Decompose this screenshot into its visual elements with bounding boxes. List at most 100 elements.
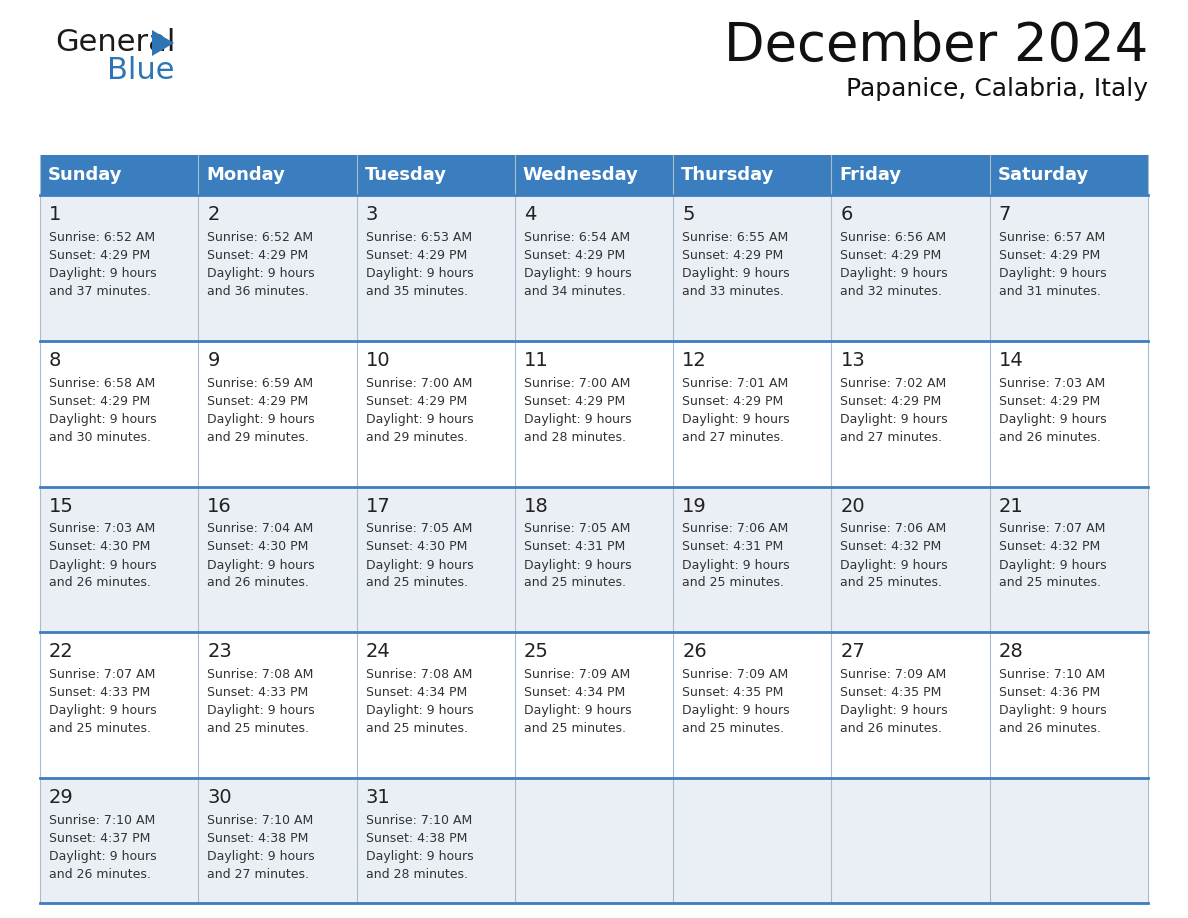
Text: and 30 minutes.: and 30 minutes. (49, 431, 151, 443)
Text: Daylight: 9 hours: Daylight: 9 hours (207, 850, 315, 863)
Text: 16: 16 (207, 497, 232, 516)
Text: Sunset: 4:33 PM: Sunset: 4:33 PM (49, 687, 150, 700)
Text: Daylight: 9 hours: Daylight: 9 hours (524, 267, 632, 280)
Text: Sunrise: 7:09 AM: Sunrise: 7:09 AM (840, 668, 947, 681)
Text: Sunrise: 7:06 AM: Sunrise: 7:06 AM (840, 522, 947, 535)
Text: Daylight: 9 hours: Daylight: 9 hours (999, 704, 1106, 717)
Text: 7: 7 (999, 205, 1011, 224)
Text: Sunset: 4:30 PM: Sunset: 4:30 PM (207, 541, 309, 554)
Text: and 28 minutes.: and 28 minutes. (366, 868, 468, 881)
Text: Sunset: 4:29 PM: Sunset: 4:29 PM (524, 249, 625, 262)
Text: and 25 minutes.: and 25 minutes. (207, 722, 309, 735)
Text: Sunset: 4:29 PM: Sunset: 4:29 PM (207, 249, 309, 262)
Text: Sunset: 4:29 PM: Sunset: 4:29 PM (999, 395, 1100, 408)
Text: Sunrise: 7:10 AM: Sunrise: 7:10 AM (207, 814, 314, 827)
Text: Sunrise: 7:06 AM: Sunrise: 7:06 AM (682, 522, 789, 535)
Text: 23: 23 (207, 643, 232, 661)
Text: and 25 minutes.: and 25 minutes. (366, 577, 468, 589)
Text: 6: 6 (840, 205, 853, 224)
Text: December 2024: December 2024 (723, 20, 1148, 72)
Polygon shape (152, 30, 173, 56)
Text: Daylight: 9 hours: Daylight: 9 hours (999, 558, 1106, 572)
Text: and 34 minutes.: and 34 minutes. (524, 285, 626, 298)
Text: 2: 2 (207, 205, 220, 224)
Text: Sunset: 4:31 PM: Sunset: 4:31 PM (682, 541, 783, 554)
Bar (40, 155, 1148, 195)
Text: Sunrise: 6:52 AM: Sunrise: 6:52 AM (49, 231, 156, 244)
Text: 9: 9 (207, 351, 220, 370)
Text: Daylight: 9 hours: Daylight: 9 hours (49, 558, 157, 572)
Text: Daylight: 9 hours: Daylight: 9 hours (207, 704, 315, 717)
Text: Sunset: 4:29 PM: Sunset: 4:29 PM (49, 249, 150, 262)
Text: Daylight: 9 hours: Daylight: 9 hours (682, 558, 790, 572)
Bar (40, 633, 1148, 778)
Text: 27: 27 (840, 643, 865, 661)
Text: Sunset: 4:37 PM: Sunset: 4:37 PM (49, 832, 151, 845)
Text: 15: 15 (49, 497, 74, 516)
Text: Sunrise: 6:53 AM: Sunrise: 6:53 AM (366, 231, 472, 244)
Text: and 35 minutes.: and 35 minutes. (366, 285, 468, 298)
Text: Daylight: 9 hours: Daylight: 9 hours (366, 704, 473, 717)
Text: Sunset: 4:31 PM: Sunset: 4:31 PM (524, 541, 625, 554)
Text: Daylight: 9 hours: Daylight: 9 hours (366, 267, 473, 280)
Text: Sunrise: 6:58 AM: Sunrise: 6:58 AM (49, 376, 156, 390)
Bar (40, 195, 1148, 341)
Text: Sunrise: 7:05 AM: Sunrise: 7:05 AM (524, 522, 630, 535)
Text: and 32 minutes.: and 32 minutes. (840, 285, 942, 298)
Text: Daylight: 9 hours: Daylight: 9 hours (49, 704, 157, 717)
Text: and 25 minutes.: and 25 minutes. (840, 577, 942, 589)
Text: Sunday: Sunday (48, 166, 122, 184)
Text: Blue: Blue (107, 56, 175, 85)
Text: 3: 3 (366, 205, 378, 224)
Text: Daylight: 9 hours: Daylight: 9 hours (207, 558, 315, 572)
Text: and 25 minutes.: and 25 minutes. (366, 722, 468, 735)
Text: Wednesday: Wednesday (523, 166, 639, 184)
Text: Sunrise: 7:05 AM: Sunrise: 7:05 AM (366, 522, 472, 535)
Text: and 26 minutes.: and 26 minutes. (49, 868, 151, 881)
Text: Daylight: 9 hours: Daylight: 9 hours (366, 850, 473, 863)
Text: Daylight: 9 hours: Daylight: 9 hours (49, 850, 157, 863)
Text: and 27 minutes.: and 27 minutes. (840, 431, 942, 443)
Text: and 25 minutes.: and 25 minutes. (682, 722, 784, 735)
Text: 20: 20 (840, 497, 865, 516)
Text: Daylight: 9 hours: Daylight: 9 hours (207, 267, 315, 280)
Text: General: General (55, 28, 176, 57)
Text: Thursday: Thursday (681, 166, 775, 184)
Text: 18: 18 (524, 497, 549, 516)
Text: 22: 22 (49, 643, 74, 661)
Bar (40, 341, 1148, 487)
Text: Sunset: 4:35 PM: Sunset: 4:35 PM (840, 687, 942, 700)
Text: and 26 minutes.: and 26 minutes. (840, 722, 942, 735)
Text: Sunrise: 7:07 AM: Sunrise: 7:07 AM (999, 522, 1105, 535)
Text: and 25 minutes.: and 25 minutes. (524, 722, 626, 735)
Text: 13: 13 (840, 351, 865, 370)
Text: 12: 12 (682, 351, 707, 370)
Text: Daylight: 9 hours: Daylight: 9 hours (999, 413, 1106, 426)
Text: Daylight: 9 hours: Daylight: 9 hours (682, 704, 790, 717)
Text: Sunrise: 7:07 AM: Sunrise: 7:07 AM (49, 668, 156, 681)
Text: Sunrise: 6:55 AM: Sunrise: 6:55 AM (682, 231, 789, 244)
Text: Sunrise: 7:03 AM: Sunrise: 7:03 AM (999, 376, 1105, 390)
Text: Sunset: 4:30 PM: Sunset: 4:30 PM (366, 541, 467, 554)
Text: Sunset: 4:38 PM: Sunset: 4:38 PM (366, 832, 467, 845)
Text: 21: 21 (999, 497, 1024, 516)
Text: and 26 minutes.: and 26 minutes. (49, 577, 151, 589)
Text: Daylight: 9 hours: Daylight: 9 hours (524, 704, 632, 717)
Text: Sunset: 4:29 PM: Sunset: 4:29 PM (682, 395, 783, 408)
Text: Sunrise: 6:54 AM: Sunrise: 6:54 AM (524, 231, 630, 244)
Text: Monday: Monday (207, 166, 285, 184)
Text: 19: 19 (682, 497, 707, 516)
Text: and 29 minutes.: and 29 minutes. (366, 431, 467, 443)
Text: Sunrise: 6:56 AM: Sunrise: 6:56 AM (840, 231, 947, 244)
Text: Daylight: 9 hours: Daylight: 9 hours (840, 267, 948, 280)
Text: Sunrise: 7:09 AM: Sunrise: 7:09 AM (524, 668, 630, 681)
Text: Daylight: 9 hours: Daylight: 9 hours (840, 558, 948, 572)
Text: Sunset: 4:29 PM: Sunset: 4:29 PM (999, 249, 1100, 262)
Text: Daylight: 9 hours: Daylight: 9 hours (840, 413, 948, 426)
Text: and 36 minutes.: and 36 minutes. (207, 285, 309, 298)
Text: Sunrise: 7:08 AM: Sunrise: 7:08 AM (207, 668, 314, 681)
Text: 31: 31 (366, 788, 391, 807)
Text: Sunset: 4:29 PM: Sunset: 4:29 PM (366, 395, 467, 408)
Text: Papanice, Calabria, Italy: Papanice, Calabria, Italy (846, 77, 1148, 101)
Text: Sunset: 4:34 PM: Sunset: 4:34 PM (524, 687, 625, 700)
